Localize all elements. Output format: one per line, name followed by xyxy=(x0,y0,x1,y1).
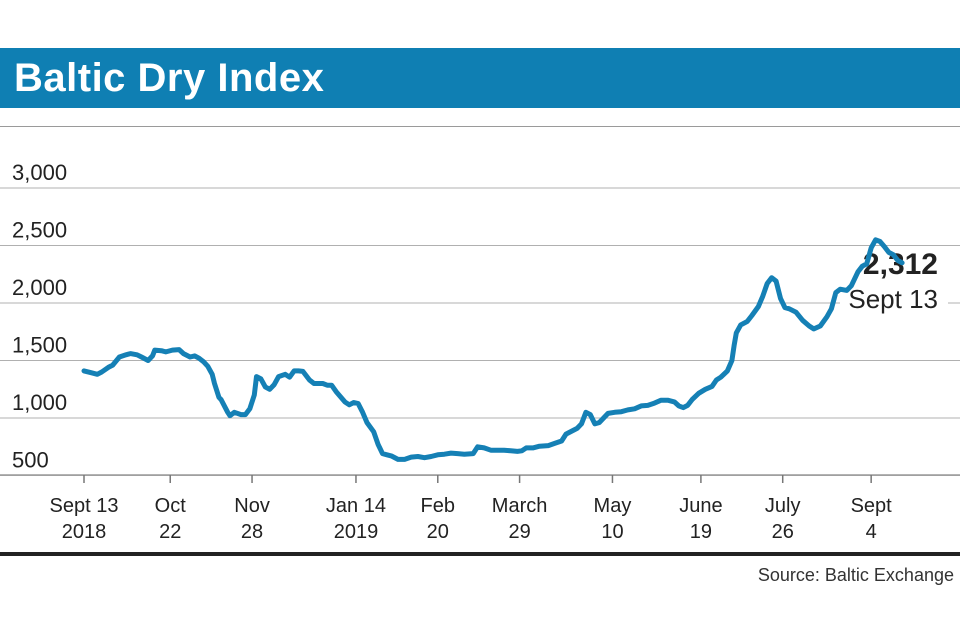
x-tick-label: Feb xyxy=(421,495,455,517)
x-tick-label: Nov xyxy=(234,495,270,517)
top-rule xyxy=(0,126,960,127)
x-tick-label: 2019 xyxy=(334,521,379,543)
x-tick-label: 10 xyxy=(601,521,623,543)
x-tick-label: 26 xyxy=(772,521,794,543)
title-bar: Baltic Dry Index xyxy=(0,48,960,108)
y-tick-label: 500 xyxy=(12,448,49,473)
x-tick-label: 28 xyxy=(241,521,263,543)
y-tick-label: 2,500 xyxy=(12,218,67,243)
x-tick-label: 4 xyxy=(866,521,877,543)
y-tick-label: 3,000 xyxy=(12,160,67,185)
x-tick-label: Sept 13 xyxy=(50,495,119,517)
x-tick-label: May xyxy=(594,495,632,517)
x-tick-label: Oct xyxy=(155,495,187,517)
y-tick-label: 1,500 xyxy=(12,333,67,358)
chart-title: Baltic Dry Index xyxy=(14,56,325,100)
source-note: Source: Baltic Exchange xyxy=(757,565,954,585)
y-tick-label: 2,000 xyxy=(12,275,67,300)
x-tick-label: 2018 xyxy=(62,521,107,543)
x-tick-label: Sept xyxy=(851,495,893,517)
y-tick-label: 1,000 xyxy=(12,390,67,415)
x-tick-label: July xyxy=(765,495,801,517)
series-line xyxy=(81,237,905,462)
x-tick-label: Jan 14 xyxy=(326,495,386,517)
x-tick-label: 29 xyxy=(508,521,530,543)
x-tick-label: June xyxy=(679,495,722,517)
annotation-date: Sept 13 xyxy=(848,284,938,314)
bottom-rule xyxy=(0,552,960,556)
x-tick-label: 22 xyxy=(159,521,181,543)
x-tick-label: 19 xyxy=(690,521,712,543)
x-tick-label: March xyxy=(492,495,548,517)
x-tick-label: 20 xyxy=(427,521,449,543)
